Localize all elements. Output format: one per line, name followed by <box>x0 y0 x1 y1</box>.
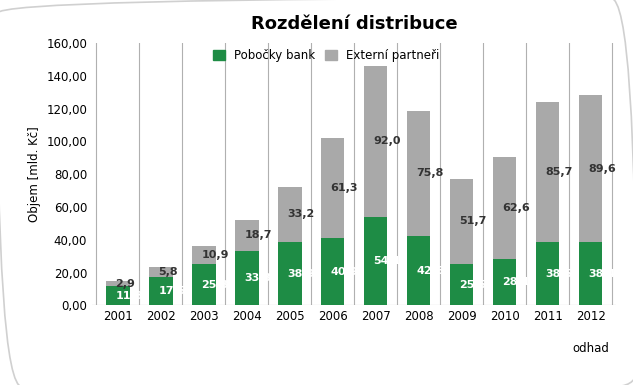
Text: 10,9: 10,9 <box>201 250 229 260</box>
Y-axis label: Objem [mld. Kč]: Objem [mld. Kč] <box>28 126 41 222</box>
Text: 51,7: 51,7 <box>460 216 487 226</box>
Text: 25,3: 25,3 <box>201 280 229 290</box>
Bar <box>493 157 517 259</box>
Bar <box>364 217 387 305</box>
Text: odhad: odhad <box>572 341 609 355</box>
Bar <box>450 264 473 305</box>
Title: Rozdělení distribuce: Rozdělení distribuce <box>251 15 458 33</box>
Bar <box>192 246 216 264</box>
Text: 38,5: 38,5 <box>546 269 573 279</box>
Text: 75,8: 75,8 <box>417 168 444 178</box>
Text: 62,6: 62,6 <box>503 203 530 213</box>
Bar <box>493 259 517 305</box>
Text: 28,1: 28,1 <box>503 278 530 288</box>
Bar <box>106 286 130 305</box>
Bar <box>192 264 216 305</box>
Bar <box>149 267 173 277</box>
Text: 38,4: 38,4 <box>589 269 616 279</box>
Bar <box>450 179 473 264</box>
Text: 42,6: 42,6 <box>417 266 444 276</box>
Legend: Pobočky bank, Externí partneři: Pobočky bank, Externí partneři <box>213 49 440 62</box>
Bar <box>278 242 301 305</box>
Text: 54,1: 54,1 <box>373 256 401 266</box>
Text: 33,3: 33,3 <box>244 273 272 283</box>
Text: 61,3: 61,3 <box>330 183 358 193</box>
Bar <box>235 251 258 305</box>
Bar <box>579 243 603 305</box>
Bar <box>407 236 430 305</box>
Text: 85,7: 85,7 <box>546 167 573 177</box>
Bar <box>149 277 173 305</box>
Text: 17,5: 17,5 <box>159 286 186 296</box>
Text: 11,8: 11,8 <box>116 291 143 301</box>
Bar <box>579 95 603 243</box>
Bar <box>536 242 560 305</box>
Bar <box>235 220 258 251</box>
Bar <box>106 281 130 286</box>
Text: 38,9: 38,9 <box>287 269 315 279</box>
Bar <box>536 102 560 242</box>
Bar <box>407 111 430 236</box>
Text: 33,2: 33,2 <box>287 209 315 219</box>
Text: 5,8: 5,8 <box>159 267 179 277</box>
Text: 92,0: 92,0 <box>373 136 401 146</box>
Text: 89,6: 89,6 <box>589 164 616 174</box>
Bar <box>278 187 301 242</box>
Bar <box>321 138 344 238</box>
Text: 40,9: 40,9 <box>330 267 358 277</box>
Text: 18,7: 18,7 <box>244 231 272 241</box>
Bar <box>321 238 344 305</box>
Text: 25,5: 25,5 <box>460 280 487 290</box>
Bar <box>364 66 387 217</box>
Text: 2,9: 2,9 <box>116 279 135 289</box>
